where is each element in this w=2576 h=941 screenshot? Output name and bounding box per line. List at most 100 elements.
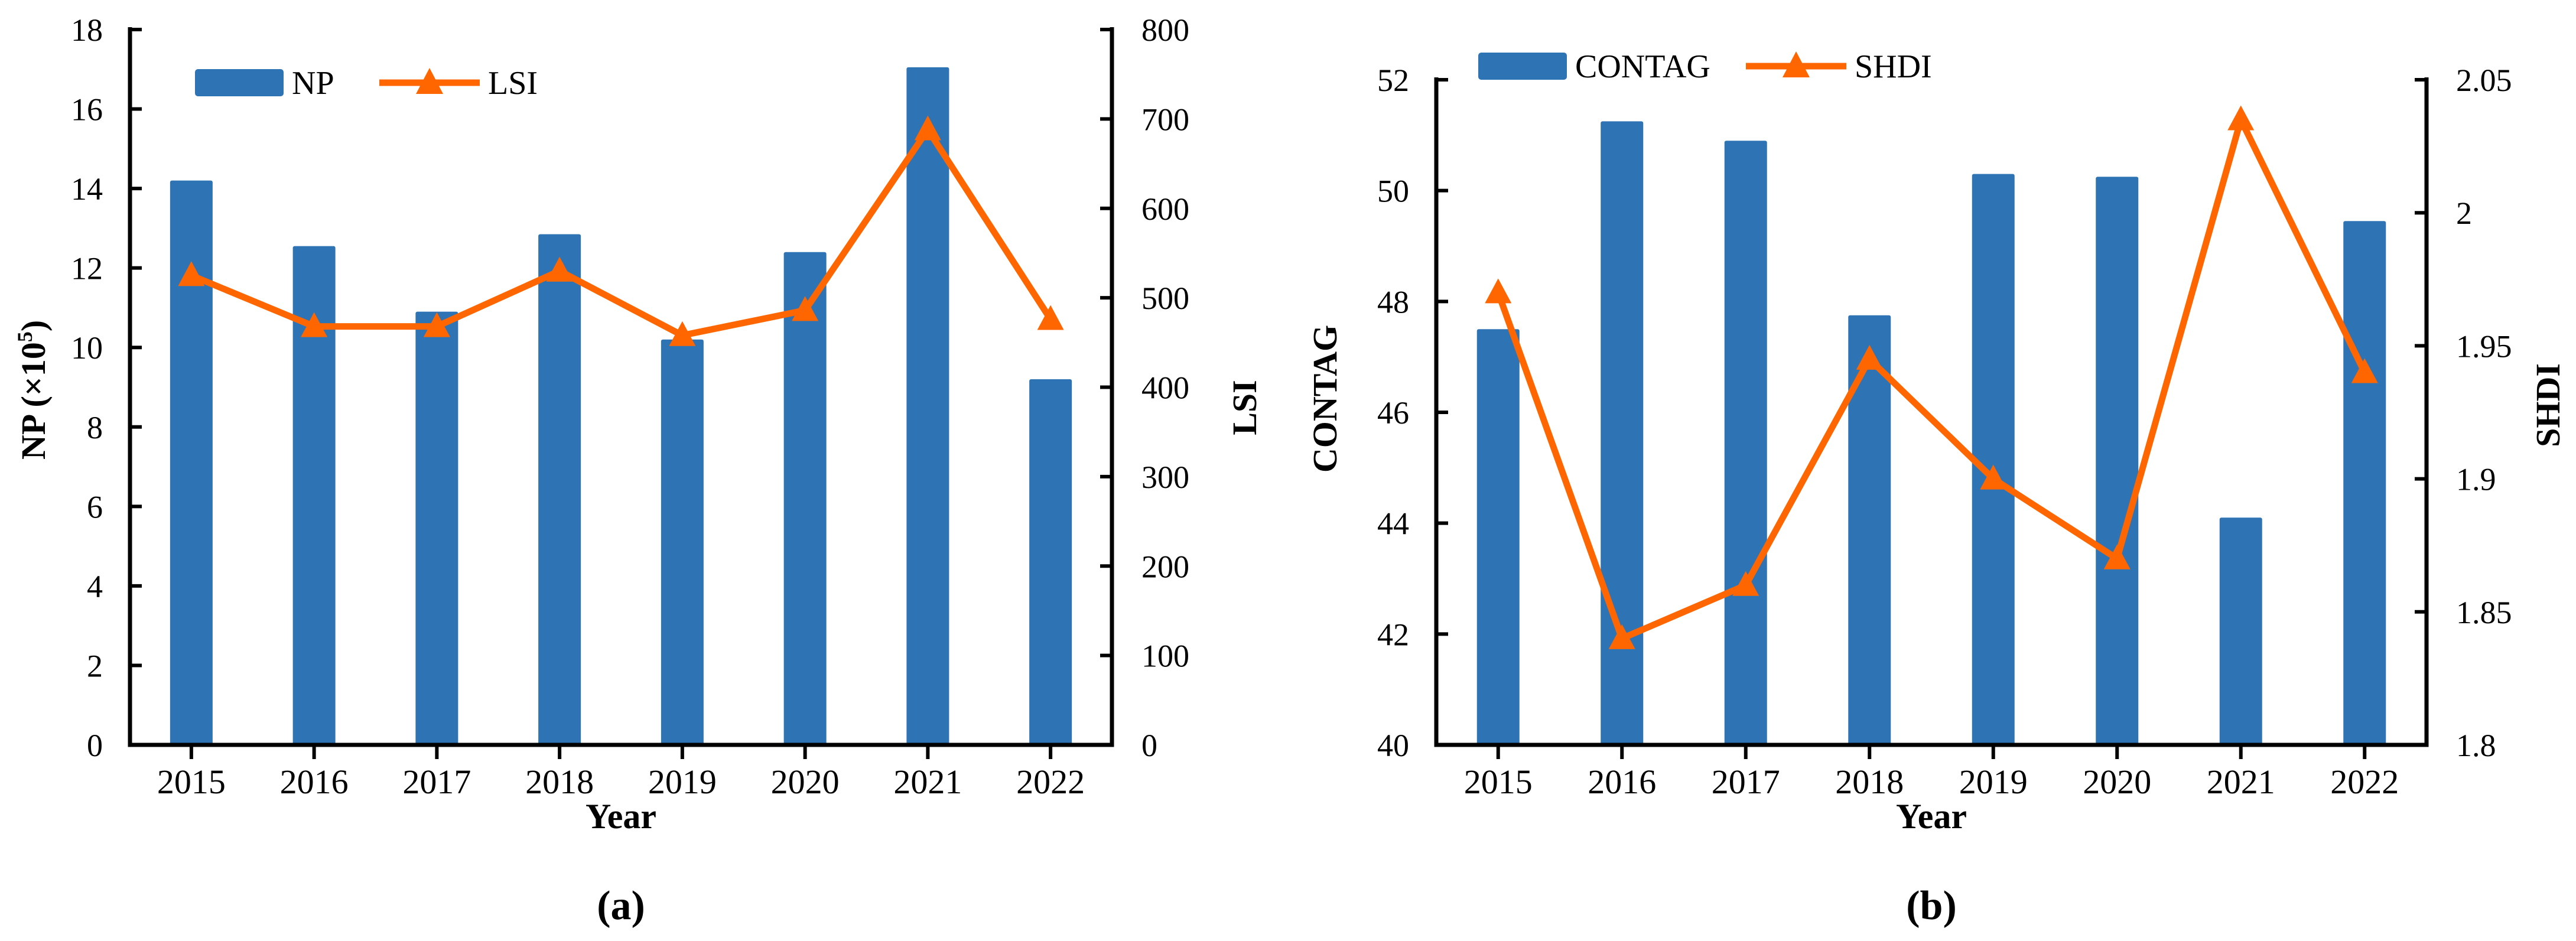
x-axis-label-a: Year — [586, 797, 656, 836]
panel-a: 0 2 4 6 8 10 12 14 16 18 0 100 200 300 400 500 600 700 800… — [13, 12, 1264, 929]
bar-NP-2022 — [1029, 379, 1072, 747]
bar-NP-2019 — [661, 339, 704, 747]
x-axis-tick-label: 2017 — [1712, 763, 1780, 801]
bar-CONTAG-2021 — [2219, 517, 2262, 747]
y-axis-label-right-a: LSI — [1225, 380, 1264, 435]
bar-CONTAG-2015 — [1476, 329, 1520, 747]
marker-LSI-2015 — [178, 261, 205, 286]
marker-SHDI-2019 — [1980, 464, 2007, 490]
y-axis-label-left-a: NP (×105) — [13, 320, 53, 460]
left-axis-tick-label: 16 — [71, 92, 103, 128]
x-axis-tick-label: 2019 — [1959, 763, 2028, 801]
marker-LSI-2019 — [669, 321, 696, 346]
bar-NP-2015 — [170, 180, 213, 747]
right-axis-tick-label: 500 — [1141, 281, 1189, 316]
left-axis-tick-label: 52 — [1377, 63, 1409, 98]
marker-LSI-2022 — [1037, 305, 1064, 330]
left-axis-tick-label: 0 — [87, 728, 103, 763]
caption-b: (b) — [1906, 883, 1957, 929]
legend-label-SHDI: SHDI — [1855, 48, 1932, 85]
left-axis-tick-label: 2 — [87, 648, 103, 683]
right-axis-tick-label: 700 — [1141, 102, 1189, 137]
right-axis-tick-label: 600 — [1141, 191, 1189, 227]
right-axis-tick-label: 200 — [1141, 549, 1189, 584]
legend-bar-swatch-CONTAG — [1478, 53, 1567, 80]
right-axis-tick-label: 300 — [1141, 460, 1189, 495]
legend-bar-swatch-NP — [195, 69, 284, 96]
legend-label-NP: NP — [292, 65, 334, 102]
marker-SHDI-2016 — [1608, 624, 1635, 649]
chart-b: 40 42 44 46 48 50 52 1.8 1.85 1.9 1.95 2 2.05 2015 201… — [1306, 48, 2567, 929]
marker-SHDI-2022 — [2351, 358, 2378, 383]
chart-a: 0 2 4 6 8 10 12 14 16 18 0 100 200 300 400 500 600 700 800… — [13, 12, 1264, 929]
x-axis-tick-label: 2015 — [1464, 763, 1533, 801]
x-axis-tick-label: 2016 — [1588, 763, 1656, 801]
bar-CONTAG-2022 — [2343, 221, 2386, 747]
left-axis-tick-label: 48 — [1377, 284, 1409, 320]
x-axis-tick-label: 2019 — [648, 763, 717, 801]
x-axis-tick-label: 2021 — [2207, 763, 2275, 801]
right-axis-tick-label: 1.85 — [2456, 595, 2512, 630]
legend-marker-icon-LSI — [416, 68, 443, 94]
x-axis-tick-label: 2021 — [893, 763, 962, 801]
x-axis-label-b: Year — [1896, 797, 1967, 836]
bar-CONTAG-2017 — [1724, 141, 1767, 747]
x-axis-tick-label: 2022 — [2330, 763, 2399, 801]
line-LSI — [190, 123, 1053, 339]
caption-a: (a) — [597, 883, 645, 929]
line-SHDI — [1495, 110, 2368, 643]
right-axis-tick-label: 100 — [1141, 639, 1189, 674]
marker-SHDI-2018 — [1856, 344, 1883, 370]
marker-LSI-2021 — [914, 115, 941, 141]
right-axis-tick-label: 1.8 — [2456, 728, 2496, 763]
x-axis-tick-label: 2016 — [280, 763, 349, 801]
bar-NP-2021 — [906, 67, 949, 747]
left-axis-tick-label: 8 — [87, 410, 103, 445]
bar-NP-2020 — [783, 252, 827, 747]
marker-SHDI-2020 — [2103, 544, 2131, 569]
left-axis-tick-label: 50 — [1377, 174, 1409, 209]
legend-label-CONTAG: CONTAG — [1575, 48, 1710, 85]
marker-SHDI-2015 — [1485, 278, 1512, 304]
right-axis-tick-label: 1.9 — [2456, 462, 2496, 497]
left-axis-tick-label: 12 — [71, 251, 103, 286]
bar-CONTAG-2018 — [1848, 315, 1891, 747]
bar-CONTAG-2019 — [1972, 174, 2015, 747]
x-axis-tick-label: 2022 — [1016, 763, 1085, 801]
bar-NP-2016 — [292, 246, 336, 747]
bar-CONTAG-2016 — [1601, 121, 1644, 747]
left-axis-tick-label: 18 — [71, 12, 103, 48]
x-axis-tick-label: 2015 — [157, 763, 226, 801]
right-axis-tick-label: 2 — [2456, 196, 2472, 231]
left-axis-tick-label: 44 — [1377, 506, 1409, 542]
y-axis-label-left-b: CONTAG — [1306, 325, 1344, 473]
right-axis-tick-label: 400 — [1141, 370, 1189, 406]
bar-CONTAG-2020 — [2096, 177, 2139, 747]
chart-b-generated-content: 40 42 44 46 48 50 52 1.8 1.85 1.9 1.95 2 2.05 2015 201… — [1377, 48, 2512, 801]
left-axis-tick-label: 14 — [71, 171, 103, 207]
x-axis-tick-label: 2017 — [402, 763, 471, 801]
chart-a-generated-content: 0 2 4 6 8 10 12 14 16 18 0 100 200 300 400 500 600 700 800… — [71, 12, 1189, 801]
left-axis-tick-label: 10 — [71, 330, 103, 366]
marker-LSI-2017 — [423, 312, 450, 337]
panel-b: 40 42 44 46 48 50 52 1.8 1.85 1.9 1.95 2 2.05 2015 201… — [1288, 0, 2576, 941]
y-axis-label-right-b: SHDI — [2529, 363, 2567, 447]
x-axis-tick-label: 2018 — [525, 763, 594, 801]
right-axis-tick-label: 800 — [1141, 12, 1189, 48]
right-axis-tick-label: 2.05 — [2456, 63, 2512, 98]
right-axis-tick-label: 1.95 — [2456, 328, 2512, 364]
left-axis-tick-label: 40 — [1377, 728, 1409, 763]
left-axis-tick-label: 46 — [1377, 395, 1409, 431]
left-axis-tick-label: 6 — [87, 489, 103, 525]
left-axis-tick-label: 4 — [87, 569, 103, 604]
right-axis-tick-label: 0 — [1141, 728, 1157, 763]
legend-label-LSI: LSI — [488, 65, 538, 102]
marker-SHDI-2017 — [1732, 571, 1759, 596]
marker-LSI-2020 — [792, 296, 819, 321]
marker-SHDI-2021 — [2227, 105, 2255, 131]
legend-marker-icon-SHDI — [1783, 51, 1810, 77]
marker-LSI-2018 — [546, 256, 573, 282]
marker-LSI-2016 — [301, 312, 328, 337]
bar-NP-2018 — [538, 234, 581, 747]
